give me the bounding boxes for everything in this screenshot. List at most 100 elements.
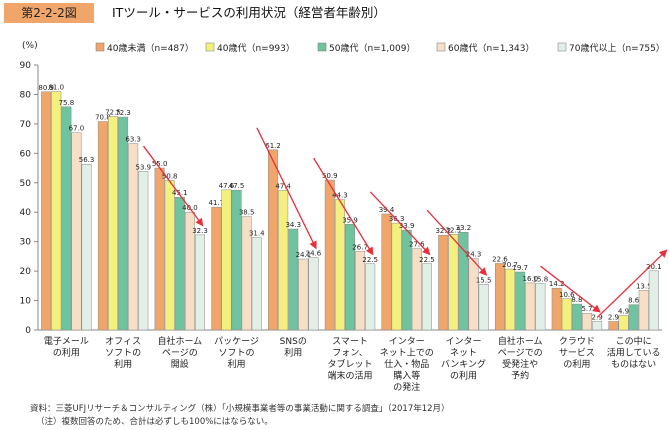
bar bbox=[211, 206, 222, 331]
bar bbox=[278, 190, 289, 331]
data-label: 67.0 bbox=[69, 125, 85, 133]
data-label: 75.8 bbox=[59, 99, 75, 107]
bar bbox=[571, 303, 582, 331]
bar bbox=[241, 216, 252, 331]
data-label: 45.1 bbox=[172, 189, 188, 197]
legend: 40歳未満（n=487） 40歳代（n=993） 50歳代（n=1,009） 60歳代… bbox=[95, 42, 665, 54]
bar bbox=[251, 237, 262, 331]
trend-arrow bbox=[142, 145, 204, 227]
data-label: 8.6 bbox=[628, 297, 640, 305]
legend-label: 60歳代（n=1,343） bbox=[448, 42, 534, 54]
legend-label: 40歳未満（n=487） bbox=[107, 42, 194, 54]
data-label: 72.3 bbox=[115, 109, 131, 117]
y-tick-label: 90 bbox=[20, 61, 32, 71]
bar bbox=[154, 167, 165, 331]
data-label: 10.6 bbox=[559, 291, 575, 299]
bar bbox=[288, 228, 299, 331]
data-label: 81.0 bbox=[48, 84, 64, 92]
y-tick-label: 80 bbox=[20, 90, 32, 100]
bar bbox=[345, 224, 355, 331]
data-label: 72.5 bbox=[105, 109, 121, 117]
data-label: 31.4 bbox=[249, 230, 265, 238]
bar bbox=[648, 270, 659, 331]
data-label: 32.3 bbox=[192, 227, 208, 235]
data-label: 50.8 bbox=[162, 172, 178, 180]
category-label: パッケージソフトの利用 bbox=[214, 336, 259, 370]
data-label: 50.9 bbox=[322, 172, 338, 180]
data-label: 41.7 bbox=[209, 199, 225, 207]
bar bbox=[231, 189, 242, 331]
bar bbox=[411, 248, 422, 331]
category-label: 電子メールの利用 bbox=[44, 336, 89, 359]
data-label: 8.8 bbox=[571, 296, 582, 304]
bar bbox=[478, 284, 489, 331]
y-tick-label: 30 bbox=[20, 238, 32, 248]
category-label: インターネットバンキングの利用 bbox=[441, 336, 486, 382]
bar bbox=[81, 163, 92, 331]
bar bbox=[592, 321, 603, 331]
bar bbox=[164, 180, 175, 331]
legend-swatch bbox=[95, 42, 105, 52]
data-label: 70.8 bbox=[95, 114, 111, 122]
data-label: 44.3 bbox=[332, 192, 348, 200]
legend-swatch bbox=[317, 42, 327, 52]
bar bbox=[628, 304, 639, 331]
data-label: 80.9 bbox=[38, 84, 54, 92]
chart-title: ITツール・サービスの利用状況（経営者年齢別） bbox=[112, 5, 386, 20]
trend-arrow bbox=[369, 191, 431, 256]
bar bbox=[391, 222, 402, 331]
legend-swatch bbox=[557, 42, 567, 52]
bar bbox=[494, 263, 505, 331]
bar bbox=[268, 149, 279, 331]
bar bbox=[97, 121, 108, 331]
category-label: 自社ホームページでの受発注や予約 bbox=[498, 335, 543, 382]
legend-swatch bbox=[205, 42, 215, 52]
legend-label: 40歳代（n=993） bbox=[217, 42, 295, 54]
trend-arrow bbox=[596, 249, 668, 318]
bar bbox=[505, 268, 516, 331]
data-label: 35.9 bbox=[342, 216, 358, 224]
bar bbox=[355, 251, 366, 331]
data-label: 24.1 bbox=[296, 251, 312, 259]
data-label: 55.0 bbox=[152, 160, 168, 168]
data-label: 20.1 bbox=[646, 263, 662, 271]
bar bbox=[221, 189, 232, 331]
data-label: 24.6 bbox=[306, 250, 322, 258]
bar bbox=[107, 116, 118, 331]
data-label: 56.3 bbox=[79, 156, 95, 164]
trend-arrows bbox=[142, 127, 668, 318]
data-label: 24.3 bbox=[466, 250, 482, 258]
data-label: 33.2 bbox=[456, 224, 472, 232]
bar bbox=[421, 263, 432, 331]
bar bbox=[174, 196, 185, 331]
bar bbox=[365, 263, 376, 331]
category-label: スマートフォン、タブレット端末の活用 bbox=[327, 337, 372, 382]
bar bbox=[118, 116, 129, 331]
y-tick-label: 50 bbox=[20, 179, 32, 189]
data-label: 53.9 bbox=[135, 163, 151, 171]
y-tick-label: 0 bbox=[25, 326, 31, 336]
source-note: 資料：三菱UFJリサーチ＆コンサルティング（株）「小規模事業者等の事業活動に関す… bbox=[30, 404, 450, 414]
bar bbox=[71, 132, 82, 331]
data-label: 22.6 bbox=[492, 255, 508, 263]
bar bbox=[551, 287, 562, 331]
bar bbox=[51, 91, 62, 331]
bar bbox=[515, 271, 526, 331]
data-label: 4.9 bbox=[618, 308, 629, 316]
bar bbox=[308, 257, 319, 331]
bar bbox=[128, 143, 139, 331]
legend-swatch bbox=[436, 42, 446, 52]
bar bbox=[561, 298, 572, 331]
data-label: 32.2 bbox=[435, 227, 451, 235]
bar bbox=[334, 199, 345, 331]
category-label: オフィスソフトの利用 bbox=[105, 336, 141, 370]
trend-arrow bbox=[540, 265, 601, 313]
data-label: 47.5 bbox=[229, 182, 245, 190]
bar bbox=[195, 234, 206, 331]
figure-label: 第2-2-2図 bbox=[4, 3, 94, 23]
legend-label: 70歳代以上（n=755） bbox=[569, 42, 665, 54]
category-label: 自社ホームページの開設 bbox=[157, 335, 202, 370]
data-label: 47.4 bbox=[275, 182, 291, 190]
bar bbox=[324, 179, 335, 331]
y-axis-unit-label: (%) bbox=[22, 41, 38, 51]
